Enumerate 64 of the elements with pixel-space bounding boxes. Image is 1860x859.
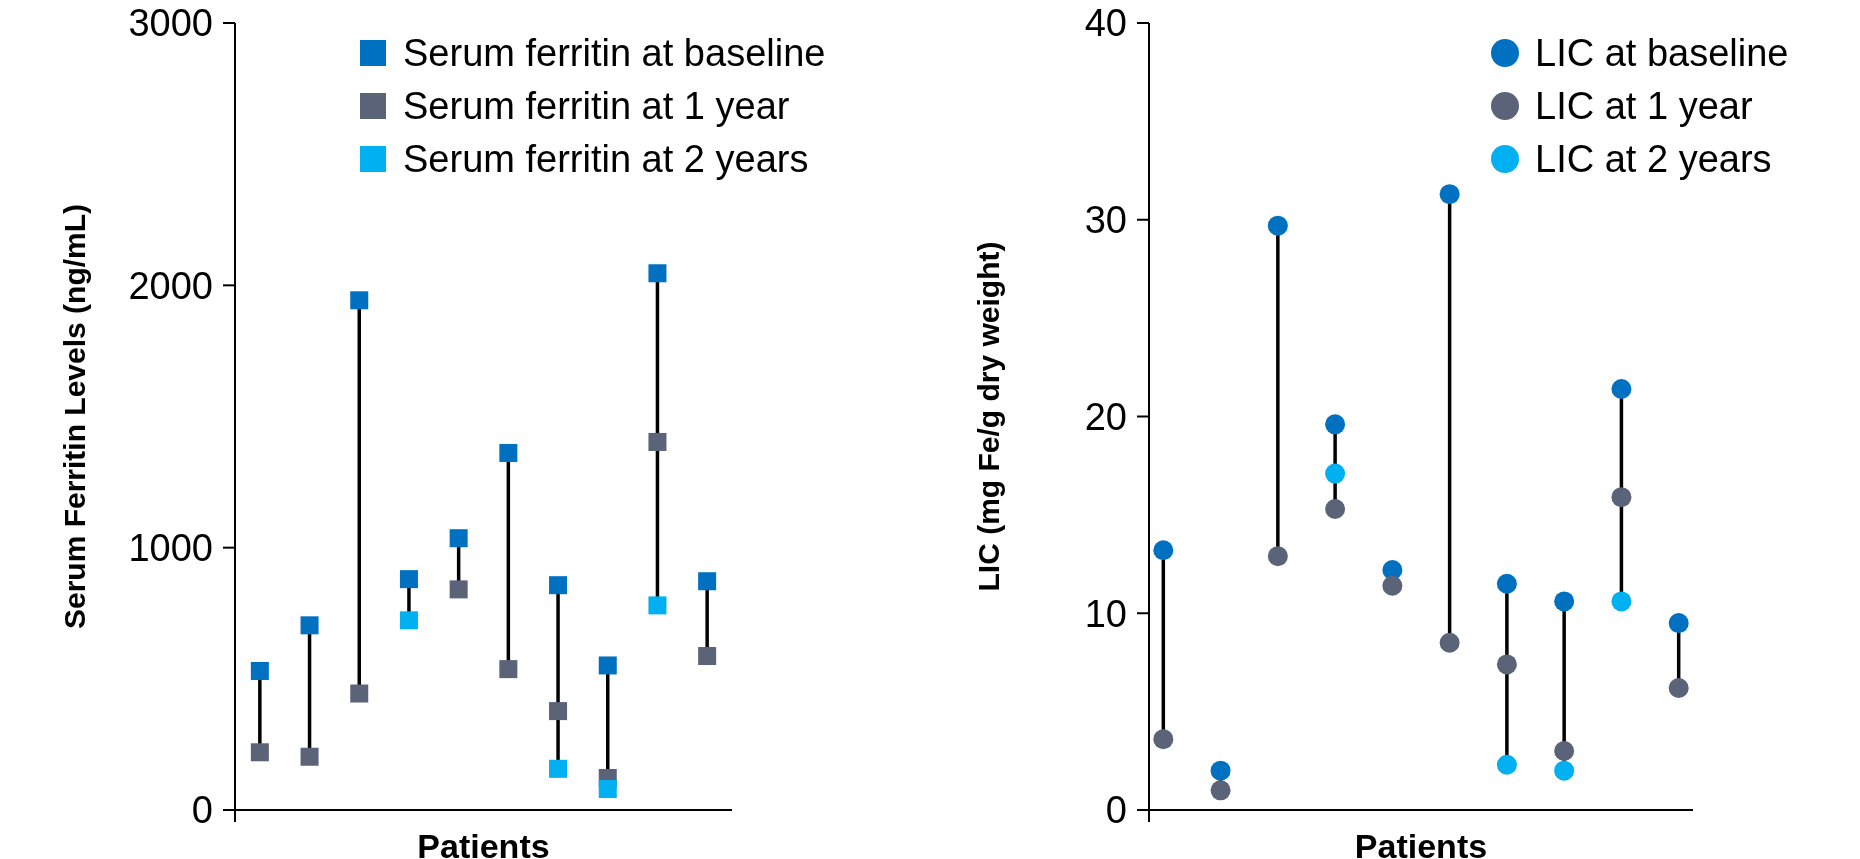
point [1611, 378, 1632, 399]
point [648, 264, 667, 283]
point [1496, 754, 1517, 775]
point [1554, 740, 1575, 761]
y-tick-label: 0 [1105, 789, 1127, 832]
x-axis-title: Patients [417, 827, 550, 859]
legend-label: Serum ferritin at 1 year [403, 85, 790, 128]
point [1668, 613, 1689, 634]
y-tick-label: 10 [1084, 592, 1127, 635]
point [449, 529, 468, 548]
legend-label: LIC at 1 year [1535, 85, 1753, 128]
point [250, 743, 269, 762]
y-tick-label: 2000 [128, 264, 213, 307]
y-tick-label: 3000 [128, 2, 213, 45]
point [1325, 498, 1346, 519]
point [648, 596, 667, 615]
point [499, 443, 518, 462]
point [549, 576, 568, 595]
point [698, 572, 717, 591]
point [1325, 463, 1346, 484]
point [1267, 215, 1288, 236]
y-tick-label: 1000 [128, 526, 213, 569]
point [1210, 780, 1231, 801]
point [1496, 573, 1517, 594]
point [598, 780, 617, 799]
y-tick-label: 30 [1084, 199, 1127, 242]
y-tick-label: 40 [1084, 2, 1127, 45]
point [399, 570, 418, 589]
legend-label: Serum ferritin at 2 years [403, 138, 809, 181]
legend-label: LIC at 2 years [1535, 138, 1772, 181]
point [1153, 729, 1174, 750]
point [1439, 184, 1460, 205]
point [1496, 654, 1517, 675]
point [1554, 760, 1575, 781]
y-axis-title: LIC (mg Fe/g dry weight) [972, 241, 1005, 592]
point [350, 291, 369, 310]
y-tick-label: 20 [1084, 395, 1127, 438]
point [1668, 678, 1689, 699]
point [449, 580, 468, 599]
point [698, 647, 717, 666]
point [648, 432, 667, 451]
point [250, 661, 269, 680]
point [1439, 632, 1460, 653]
point [598, 656, 617, 675]
point [549, 759, 568, 778]
point [1210, 760, 1231, 781]
x-axis-title: Patients [1354, 827, 1488, 859]
point [549, 702, 568, 721]
point [1153, 540, 1174, 561]
point [300, 616, 319, 635]
y-tick-label: 0 [191, 789, 213, 832]
point [1554, 591, 1575, 612]
legend-label: Serum ferritin at baseline [403, 32, 826, 75]
y-axis-title: Serum Ferritin Levels (ng/mL) [58, 203, 91, 630]
point [1325, 414, 1346, 435]
point [499, 660, 518, 679]
point [1267, 546, 1288, 567]
point [300, 747, 319, 766]
point [350, 684, 369, 703]
legend-label: LIC at baseline [1535, 32, 1789, 75]
point [1611, 487, 1632, 508]
point [399, 611, 418, 630]
point [1382, 575, 1403, 596]
point [1611, 591, 1632, 612]
